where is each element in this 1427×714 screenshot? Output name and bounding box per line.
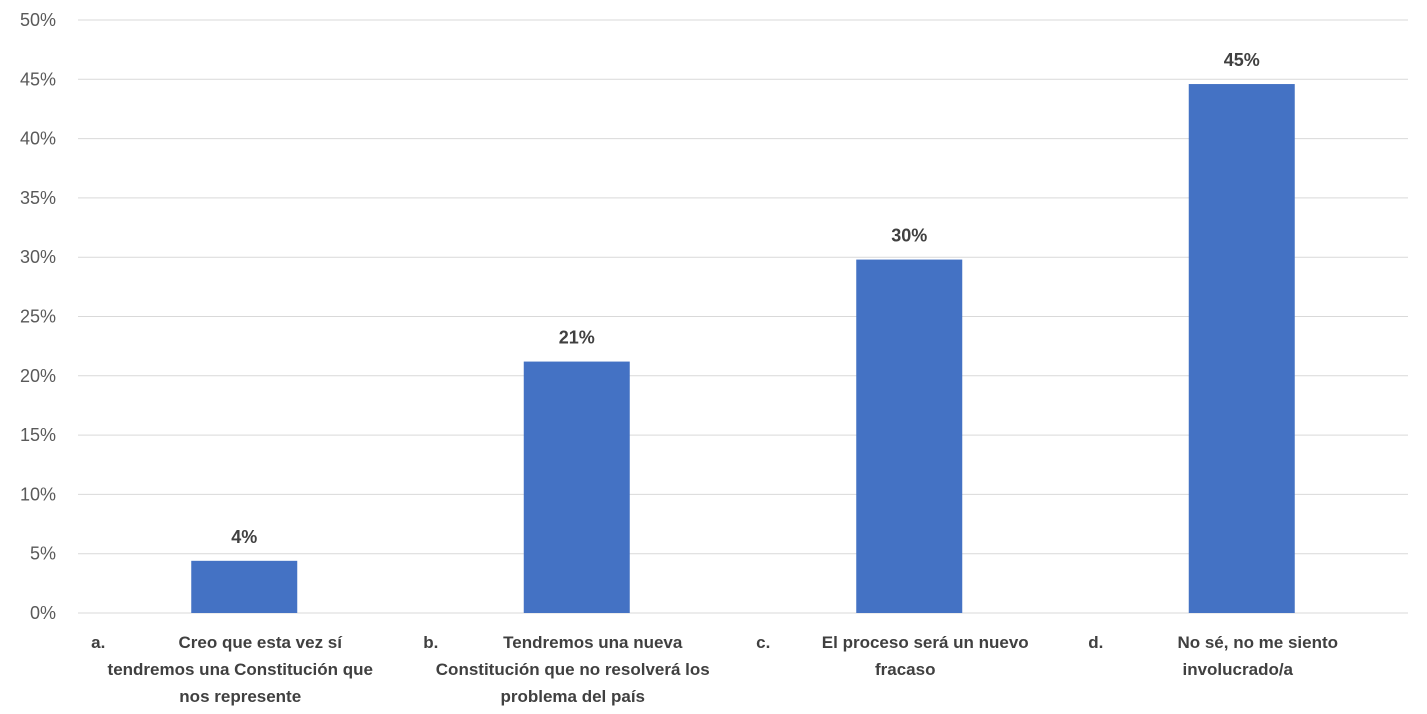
x-tick-label-line: a. Creo que esta vez sí bbox=[91, 633, 343, 652]
x-tick-label-line: problema del país bbox=[500, 687, 645, 706]
x-tick-label-line: nos represente bbox=[179, 687, 301, 706]
data-label: 4% bbox=[231, 527, 257, 547]
y-tick-label: 45% bbox=[20, 69, 56, 89]
data-label: 21% bbox=[559, 328, 595, 348]
bar bbox=[191, 560, 298, 613]
x-axis-labels: a. Creo que esta vez sí tendremos una Cons… bbox=[91, 633, 1338, 706]
x-tick-label-line: tendremos una Constitución que bbox=[108, 660, 373, 679]
y-tick-label: 35% bbox=[20, 188, 56, 208]
y-tick-label: 0% bbox=[30, 603, 56, 623]
bar bbox=[856, 259, 963, 613]
y-tick-label: 50% bbox=[20, 10, 56, 30]
data-labels: 4% 21% 30% 45% bbox=[231, 50, 1260, 547]
y-tick-label: 10% bbox=[20, 484, 56, 504]
x-tick-label-line: involucrado/a bbox=[1182, 660, 1293, 679]
x-tick-label-line: c. El proceso será un nuevo bbox=[756, 633, 1029, 652]
x-tick-label: a. Creo que esta vez sí tendremos una Cons… bbox=[91, 633, 373, 706]
x-tick-label-line: fracaso bbox=[875, 660, 935, 679]
y-tick-label: 25% bbox=[20, 307, 56, 327]
y-tick-label: 15% bbox=[20, 425, 56, 445]
x-tick-label: d. No sé, no me siento involucrado/a bbox=[1088, 633, 1338, 679]
data-label: 45% bbox=[1224, 50, 1260, 70]
x-tick-label-line: b. Tendremos una nueva bbox=[423, 633, 683, 652]
y-tick-label: 40% bbox=[20, 129, 56, 149]
x-tick-label: c. El proceso será un nuevo fracaso bbox=[756, 633, 1029, 679]
x-tick-label-line: Constitución que no resolverá los bbox=[436, 660, 710, 679]
gridlines bbox=[78, 19, 1408, 614]
bar bbox=[1188, 84, 1295, 613]
x-tick-label: b. Tendremos una nueva Constitución que no… bbox=[423, 633, 710, 706]
bars bbox=[191, 84, 1295, 613]
y-tick-label: 20% bbox=[20, 366, 56, 386]
x-tick-label-line: d. No sé, no me siento bbox=[1088, 633, 1338, 652]
y-tick-label: 30% bbox=[20, 247, 56, 267]
bar bbox=[523, 361, 630, 613]
y-axis-ticks: 0% 5% 10% 15% 20% 25% 30% 35% 40% 45% 50% bbox=[20, 10, 56, 623]
y-tick-label: 5% bbox=[30, 544, 56, 564]
data-label: 30% bbox=[891, 226, 927, 246]
